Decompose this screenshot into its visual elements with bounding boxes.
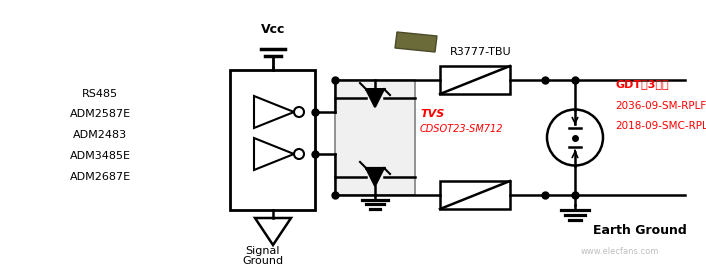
Text: CDSOT23-SM712: CDSOT23-SM712 <box>420 124 503 134</box>
Text: GDT（3极）: GDT（3极） <box>615 79 669 89</box>
Text: TVS: TVS <box>420 109 444 119</box>
Polygon shape <box>395 32 437 52</box>
Text: ADM2587E: ADM2587E <box>69 109 131 119</box>
Text: Signal: Signal <box>246 246 280 256</box>
Text: 2036-09-SM-RPLF: 2036-09-SM-RPLF <box>615 101 706 111</box>
Polygon shape <box>366 89 384 107</box>
Bar <box>440 181 510 209</box>
Polygon shape <box>366 168 384 186</box>
Text: ADM3485E: ADM3485E <box>69 151 131 161</box>
Text: Earth Ground: Earth Ground <box>593 225 687 238</box>
Text: Vcc: Vcc <box>261 23 285 36</box>
Text: ADM2483: ADM2483 <box>73 130 127 140</box>
Text: ADM2687E: ADM2687E <box>69 172 131 182</box>
Bar <box>440 66 510 94</box>
Text: 2018-09-SMC-RPLF: 2018-09-SMC-RPLF <box>615 121 706 131</box>
Bar <box>230 70 315 210</box>
Text: RS485: RS485 <box>82 89 118 99</box>
Bar <box>335 80 415 195</box>
Text: Ground: Ground <box>242 256 284 266</box>
Text: R3777-TBU: R3777-TBU <box>450 47 512 57</box>
Text: www.elecfans.com: www.elecfans.com <box>581 246 659 256</box>
Circle shape <box>547 109 603 165</box>
